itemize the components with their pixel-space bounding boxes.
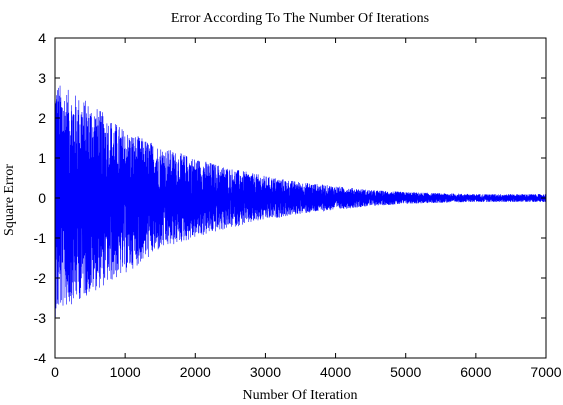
x-tick-label: 0 [51, 364, 59, 380]
x-axis-ticks: 0 1000 2000 3000 4000 5000 6000 7000 [51, 38, 562, 380]
y-tick-label: -1 [34, 230, 47, 246]
plot-area [55, 85, 546, 318]
chart-title: Error According To The Number Of Iterati… [171, 11, 429, 26]
y-axis-label: Square Error [2, 164, 17, 236]
y-tick-label: 2 [38, 110, 46, 126]
y-tick-label: 3 [38, 70, 46, 86]
y-tick-label: -2 [34, 270, 47, 286]
y-tick-label: 0 [38, 190, 46, 206]
x-tick-label: 6000 [460, 364, 491, 380]
y-axis-ticks: 4 3 2 1 0 -1 -2 -3 -4 [34, 30, 546, 366]
x-tick-label: 3000 [250, 364, 281, 380]
y-tick-label: 4 [38, 30, 46, 46]
x-tick-label: 2000 [180, 364, 211, 380]
x-axis-label: Number Of Iteration [242, 388, 357, 403]
x-tick-label: 4000 [320, 364, 351, 380]
x-tick-label: 7000 [530, 364, 561, 380]
y-tick-label: -3 [34, 310, 47, 326]
x-tick-label: 1000 [110, 364, 141, 380]
x-tick-label: 5000 [390, 364, 421, 380]
y-tick-label: -4 [34, 350, 47, 366]
y-tick-label: 1 [38, 150, 46, 166]
series-line [55, 85, 546, 318]
